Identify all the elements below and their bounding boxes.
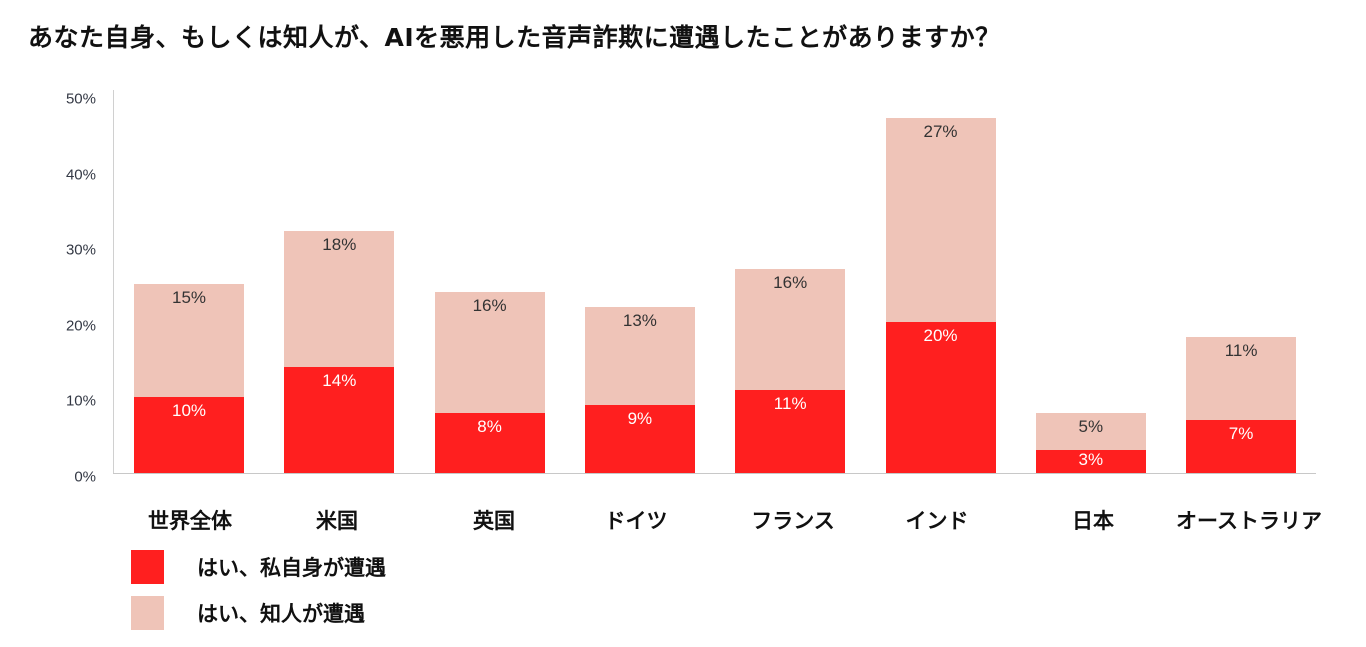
bar-segment-acquaintance: 11%	[1186, 336, 1297, 421]
legend-item-self: はい、私自身が遭遇	[131, 550, 386, 584]
bar-segment-self: 9%	[584, 404, 695, 473]
bar-segment-acquaintance: 18%	[284, 231, 395, 368]
data-label: 11%	[773, 393, 807, 413]
data-label: 20%	[923, 325, 958, 345]
y-tick-label: 30%	[65, 241, 96, 259]
x-axis-category-label: フランス	[751, 509, 835, 533]
x-axis-category-label: オーストラリア	[1176, 509, 1322, 533]
bar-segment-self: 3%	[1035, 450, 1146, 473]
bar-group: 16% 11%	[735, 268, 846, 473]
data-label: 8%	[477, 416, 502, 436]
bar-group: 11% 7%	[1186, 336, 1297, 473]
bar-group: 18% 14%	[284, 231, 395, 473]
bar-segment-acquaintance: 5%	[1035, 412, 1146, 451]
data-label: 10%	[171, 401, 207, 421]
x-axis-category-label: 世界全体	[148, 509, 232, 533]
y-tick-label: 50%	[65, 90, 96, 108]
bar-group: 16% 8%	[434, 291, 545, 473]
bar-group: 5% 3%	[1035, 412, 1146, 473]
x-axis-category-label: 日本	[1072, 509, 1114, 533]
bar-segment-self: 10%	[134, 397, 244, 473]
y-tick-label: 10%	[65, 392, 96, 410]
bar-segment-self: 14%	[284, 367, 395, 473]
data-label: 16%	[773, 272, 808, 292]
data-label: 16%	[472, 295, 507, 315]
y-tick-label: 40%	[65, 166, 96, 184]
legend-label-self: はい、私自身が遭遇	[197, 556, 386, 580]
bar-group: 27% 20%	[885, 117, 996, 473]
y-tick-label: 0%	[74, 468, 96, 486]
bar-segment-self: 8%	[434, 412, 545, 473]
legend-swatch-acquaintance	[131, 596, 164, 630]
bar-segment-self: 20%	[885, 321, 996, 473]
legend-label-acquaintance: はい、知人が遭遇	[197, 602, 365, 626]
x-axis-category-label: 英国	[473, 509, 515, 533]
y-axis-line	[113, 90, 114, 474]
data-label: 15%	[171, 288, 207, 307]
data-label: 9%	[627, 408, 653, 428]
data-label: 3%	[1078, 450, 1104, 470]
data-label: 27%	[923, 121, 958, 141]
bar-segment-acquaintance: 16%	[735, 268, 846, 390]
bar-segment-acquaintance: 27%	[885, 117, 996, 322]
x-axis-category-label: ドイツ	[604, 509, 668, 533]
data-label: 7%	[1228, 424, 1254, 444]
data-label: 18%	[322, 235, 357, 255]
legend-item-acquaintance: はい、知人が遭遇	[131, 596, 365, 630]
bar-segment-acquaintance: 15%	[134, 284, 244, 398]
data-label: 14%	[322, 371, 357, 391]
legend-swatch-self	[131, 550, 164, 584]
bar-group: 13% 9%	[584, 306, 695, 473]
data-label: 13%	[622, 310, 657, 330]
bar-segment-acquaintance: 13%	[584, 306, 695, 405]
bar-segment-acquaintance: 16%	[434, 291, 545, 413]
data-label: 5%	[1078, 416, 1104, 436]
data-label: 11%	[1224, 340, 1258, 360]
bar-segment-self: 11%	[735, 389, 846, 473]
chart-title: あなた自身、もしくは知人が、AIを悪用した音声詐欺に遭遇したことがありますか？	[28, 23, 1001, 52]
x-axis-line	[113, 473, 1316, 474]
x-axis-category-label: 米国	[316, 509, 358, 533]
bar-segment-self: 7%	[1186, 420, 1297, 473]
x-axis-category-label: インド	[905, 509, 969, 533]
y-tick-label: 20%	[65, 317, 96, 335]
bar-group: 15% 10%	[134, 284, 244, 473]
